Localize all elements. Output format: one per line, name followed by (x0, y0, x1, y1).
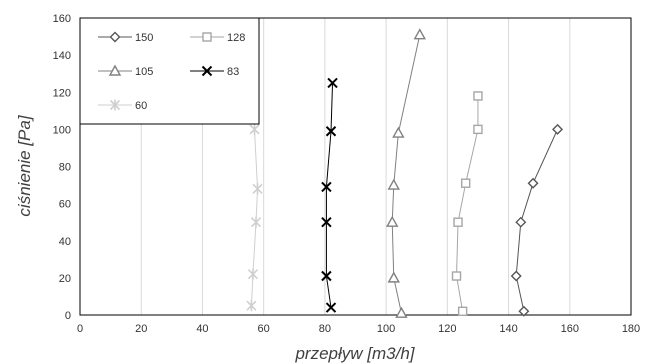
y-tick-label: 60 (59, 199, 71, 211)
legend-label: 60 (135, 100, 147, 112)
legend-label: 128 (227, 32, 245, 44)
x-tick-label: 80 (319, 323, 331, 335)
data-point (527, 177, 539, 189)
legend-item-150: 150 (98, 31, 153, 44)
y-tick-label: 160 (53, 13, 71, 25)
data-point (387, 271, 400, 283)
plot-area-border (79, 17, 632, 316)
data-point (325, 126, 337, 137)
y-tick-label: 100 (53, 124, 71, 136)
data-point (413, 28, 426, 40)
legend-marker (108, 64, 122, 76)
data-point (510, 270, 522, 282)
x-tick-label: 140 (499, 323, 517, 335)
series-line (456, 95, 479, 312)
y-axis-title: ciśnienie [Pa] (15, 114, 34, 216)
series-128 (451, 91, 483, 316)
legend-marker (201, 65, 213, 77)
data-point (552, 123, 564, 135)
series-83 (321, 77, 338, 313)
data-point (461, 178, 471, 188)
y-tick-labels: 0 20 40 60 80 100 120 140 160 (53, 13, 71, 322)
x-tick-label: 40 (196, 323, 208, 335)
y-tick-label: 40 (59, 236, 71, 248)
series-105 (386, 28, 426, 318)
data-point (386, 215, 399, 227)
x-tick-label: 160 (561, 323, 579, 335)
x-axis-title: przepływ [m3/h] (294, 344, 415, 363)
legend-marker (109, 31, 121, 43)
legend-label: 150 (135, 32, 153, 44)
data-point (453, 217, 463, 227)
data-point (321, 270, 332, 282)
legend-label: 83 (227, 66, 239, 78)
legend-marker (202, 32, 212, 42)
legend-marker (109, 99, 121, 111)
legend-label: 105 (135, 66, 153, 78)
y-tick-label: 80 (59, 162, 71, 174)
series-layer (246, 28, 564, 318)
x-tick-label: 20 (135, 323, 147, 335)
data-point (249, 123, 260, 135)
data-point (473, 91, 483, 101)
series-line (325, 82, 334, 308)
data-point (457, 306, 468, 316)
legend: 150 128 105 83 60 (79, 17, 260, 125)
series-150 (510, 123, 564, 317)
x-tick-label: 100 (377, 323, 395, 335)
data-point (246, 300, 257, 312)
legend-item-60: 60 (98, 99, 147, 112)
data-point (395, 306, 408, 318)
data-point (473, 124, 483, 135)
data-point (247, 268, 259, 280)
series-line (391, 34, 421, 314)
x-tick-label: 0 (77, 323, 83, 335)
data-point (321, 216, 332, 228)
legend-item-105: 105 (98, 64, 153, 78)
data-point (325, 302, 337, 313)
y-tick-label: 140 (53, 50, 71, 62)
y-tick-label: 20 (59, 273, 71, 285)
data-point (252, 183, 263, 195)
x-tick-label: 60 (258, 323, 270, 335)
data-point (515, 216, 527, 228)
data-point (392, 126, 405, 138)
data-point (327, 77, 338, 89)
x-tick-label: 180 (622, 323, 640, 335)
legend-item-128: 128 (190, 32, 245, 44)
data-point (451, 271, 462, 281)
data-point (387, 178, 400, 190)
data-point (518, 305, 530, 317)
series-60 (246, 123, 263, 312)
x-tick-labels: 0 20 40 60 80 100 120 140 160 180 (77, 323, 640, 335)
data-point (250, 216, 262, 228)
y-tick-label: 120 (53, 87, 71, 99)
legend-item-83: 83 (190, 65, 239, 78)
x-tick-label: 120 (438, 323, 456, 335)
y-tick-label: 0 (65, 310, 71, 322)
data-point (321, 181, 332, 193)
